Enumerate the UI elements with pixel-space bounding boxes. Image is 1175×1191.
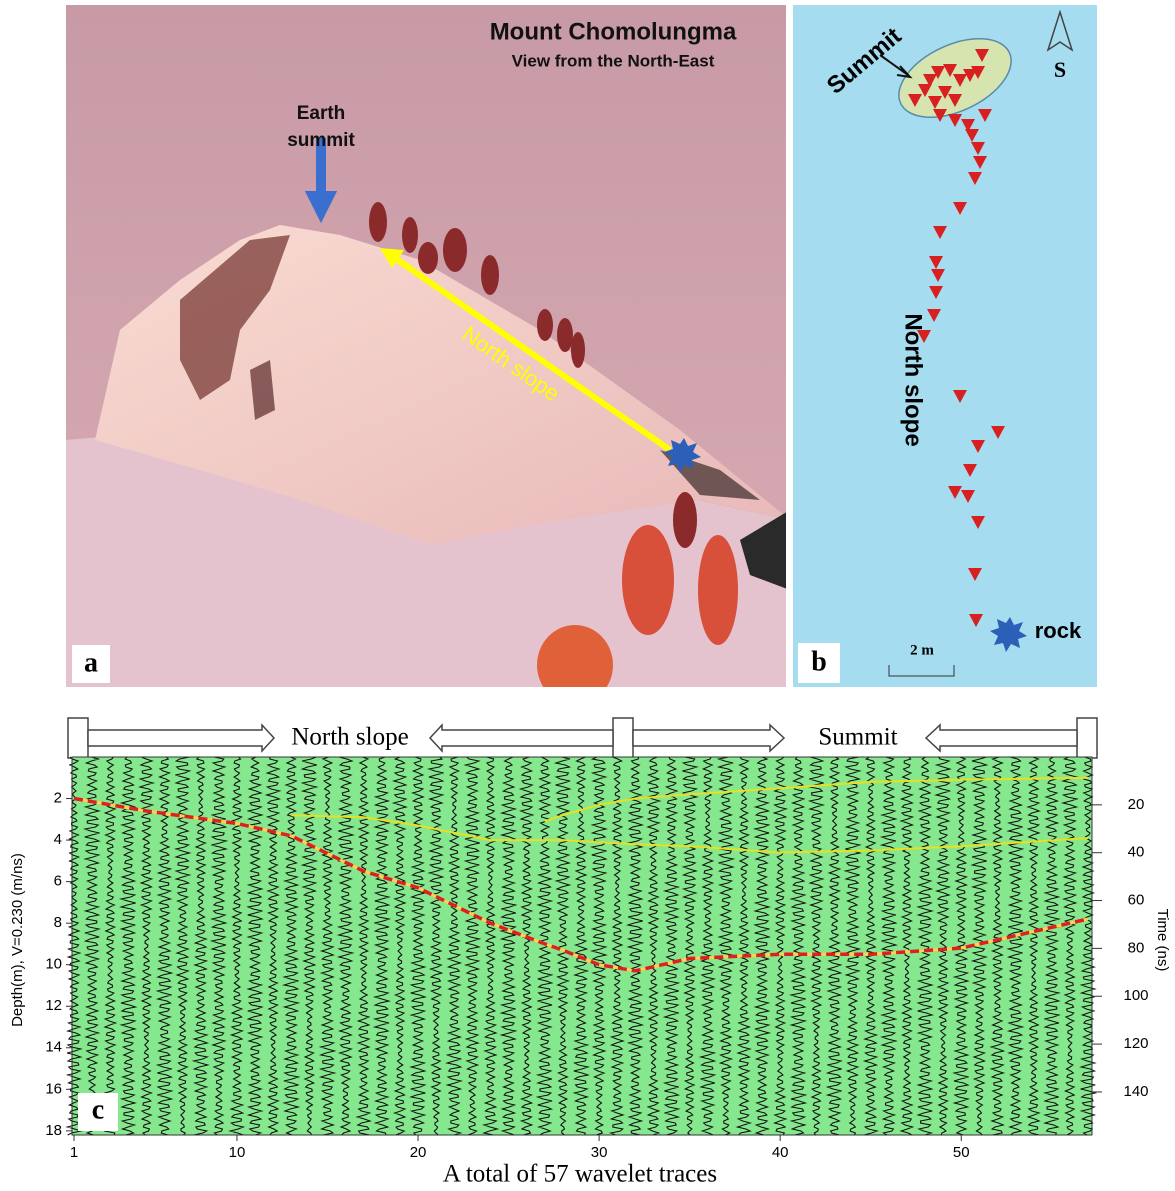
y2-tick-label: 80 — [1128, 939, 1145, 956]
photo-subtitle: View from the North-East — [512, 51, 715, 70]
slope-label: North slope — [900, 313, 927, 446]
y-tick-label: 12 — [45, 997, 62, 1014]
summit-label: Earth summit — [271, 100, 371, 154]
radargram: 1 10 20 30 40 50 2 4 6 8 10 12 14 16 18 20 40 60 80 100 120 1… — [45, 757, 1148, 1161]
x-tick-label: 1 — [70, 1144, 78, 1161]
panel-label: b — [811, 646, 827, 677]
y-tick-label: 10 — [45, 956, 62, 973]
x-tick-label: 20 — [410, 1144, 427, 1161]
rock-label: rock — [1035, 618, 1082, 643]
panel-label: c — [92, 1094, 104, 1125]
x-tick-label: 30 — [591, 1144, 608, 1161]
y2-tick-label: 20 — [1128, 796, 1145, 813]
x-axis-label: A total of 57 wavelet traces — [443, 1161, 717, 1188]
x-tick-label: 10 — [229, 1144, 246, 1161]
y-tick-label: 8 — [54, 914, 62, 931]
y-tick-label: 6 — [54, 873, 62, 890]
figure: Mount Chomolungma View from the North-Ea… — [0, 0, 1175, 1191]
x-tick-label: 40 — [772, 1144, 789, 1161]
north-label: S — [1054, 57, 1066, 82]
map: Summit S North slope rock 2 m b — [793, 5, 1097, 687]
y-tick-label: 4 — [54, 831, 62, 848]
photo: Mount Chomolungma View from the North-Ea… — [66, 5, 790, 705]
y2-tick-label: 120 — [1123, 1035, 1148, 1052]
scale-label: 2 m — [910, 642, 934, 658]
radargram-header — [68, 718, 1097, 758]
y2-tick-label: 100 — [1123, 987, 1148, 1004]
panel-label: a — [84, 647, 98, 678]
y-tick-label: 14 — [45, 1039, 62, 1056]
header-label: North slope — [291, 724, 408, 751]
x-tick-label: 50 — [953, 1144, 970, 1161]
figure-canvas: Mount Chomolungma View from the North-Ea… — [0, 0, 1175, 1191]
y2-axis-label: Time (ns) — [1154, 909, 1171, 972]
y-tick-label: 16 — [45, 1080, 62, 1097]
y-axis-label: Depth(m), V=0.230 (m/ns) — [9, 853, 26, 1027]
y2-tick-label: 60 — [1128, 892, 1145, 909]
plot-bg — [72, 757, 1092, 1135]
y2-tick-label: 140 — [1123, 1083, 1148, 1100]
y-tick-label: 2 — [54, 790, 62, 807]
y-tick-label: 18 — [45, 1122, 62, 1139]
y2-tick-label: 40 — [1128, 844, 1145, 861]
photo-title: Mount Chomolungma — [490, 18, 737, 45]
header-label: Summit — [818, 724, 897, 751]
